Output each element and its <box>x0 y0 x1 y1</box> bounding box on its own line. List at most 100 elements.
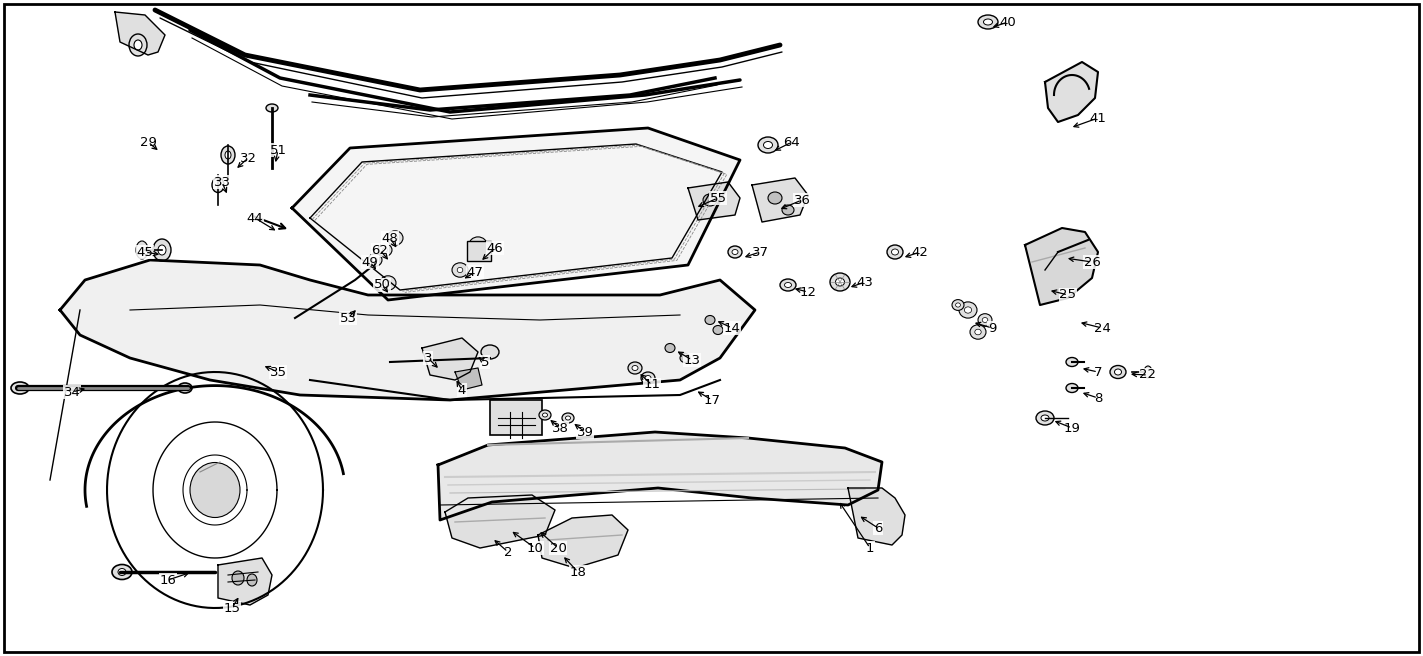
Ellipse shape <box>191 462 240 518</box>
Ellipse shape <box>1110 365 1126 379</box>
Ellipse shape <box>481 345 499 359</box>
Ellipse shape <box>1066 384 1079 392</box>
Text: 47: 47 <box>467 266 484 279</box>
Text: 26: 26 <box>1083 255 1100 268</box>
Ellipse shape <box>373 258 377 262</box>
Polygon shape <box>455 368 482 390</box>
Ellipse shape <box>729 246 741 258</box>
Text: 44: 44 <box>246 211 263 224</box>
Text: 38: 38 <box>552 422 568 434</box>
Text: 7: 7 <box>1094 365 1103 379</box>
Ellipse shape <box>221 146 235 164</box>
Text: 3: 3 <box>424 352 433 365</box>
Ellipse shape <box>112 565 132 579</box>
Ellipse shape <box>212 178 223 192</box>
Ellipse shape <box>1042 415 1049 421</box>
Ellipse shape <box>640 372 655 384</box>
Text: 20: 20 <box>549 541 566 554</box>
Ellipse shape <box>178 383 192 393</box>
Ellipse shape <box>565 416 571 420</box>
Text: 29: 29 <box>139 136 157 148</box>
Polygon shape <box>445 495 555 548</box>
Text: 2: 2 <box>504 546 512 558</box>
Ellipse shape <box>835 278 844 286</box>
FancyBboxPatch shape <box>467 241 491 261</box>
Ellipse shape <box>680 354 690 363</box>
Ellipse shape <box>154 239 171 261</box>
Ellipse shape <box>386 280 391 285</box>
Ellipse shape <box>704 316 714 325</box>
Ellipse shape <box>891 249 898 255</box>
Text: 19: 19 <box>1063 422 1080 434</box>
Text: 15: 15 <box>223 602 240 615</box>
Ellipse shape <box>982 318 988 323</box>
Ellipse shape <box>11 382 28 394</box>
Polygon shape <box>60 260 756 400</box>
Text: 34: 34 <box>64 386 81 398</box>
Text: 46: 46 <box>487 241 504 255</box>
Text: 12: 12 <box>800 285 817 298</box>
Polygon shape <box>538 515 628 568</box>
Ellipse shape <box>628 362 642 374</box>
Text: 11: 11 <box>643 379 660 392</box>
Polygon shape <box>751 178 808 222</box>
Text: 42: 42 <box>912 245 928 258</box>
Ellipse shape <box>784 283 791 287</box>
Ellipse shape <box>369 254 381 266</box>
Text: 49: 49 <box>361 255 379 268</box>
Text: 37: 37 <box>751 245 768 258</box>
Ellipse shape <box>118 569 127 575</box>
Text: 14: 14 <box>723 321 740 335</box>
Ellipse shape <box>780 279 795 291</box>
Text: 5: 5 <box>481 356 490 369</box>
Ellipse shape <box>266 104 277 112</box>
Ellipse shape <box>383 248 387 253</box>
Polygon shape <box>1025 228 1099 305</box>
Ellipse shape <box>225 151 231 159</box>
Ellipse shape <box>887 245 904 259</box>
Text: 39: 39 <box>576 426 593 438</box>
Ellipse shape <box>959 302 978 318</box>
Ellipse shape <box>975 329 982 335</box>
Ellipse shape <box>645 375 650 380</box>
Ellipse shape <box>158 245 166 255</box>
Polygon shape <box>115 12 165 55</box>
Text: 51: 51 <box>269 144 286 157</box>
Polygon shape <box>1044 62 1099 122</box>
Ellipse shape <box>475 242 481 248</box>
Text: 36: 36 <box>794 194 811 207</box>
Ellipse shape <box>731 249 739 255</box>
FancyBboxPatch shape <box>490 400 542 435</box>
Ellipse shape <box>137 241 148 259</box>
Text: 16: 16 <box>159 573 176 586</box>
Ellipse shape <box>768 192 783 204</box>
Text: 43: 43 <box>857 276 874 289</box>
Text: 55: 55 <box>710 192 727 205</box>
Text: 22: 22 <box>1140 369 1157 382</box>
Ellipse shape <box>457 268 462 273</box>
Polygon shape <box>292 128 740 300</box>
Ellipse shape <box>978 15 998 29</box>
Polygon shape <box>438 432 882 520</box>
Ellipse shape <box>952 300 963 310</box>
Polygon shape <box>423 338 478 380</box>
Ellipse shape <box>129 34 147 56</box>
Ellipse shape <box>764 142 773 148</box>
Ellipse shape <box>970 325 986 339</box>
Ellipse shape <box>965 307 972 313</box>
Ellipse shape <box>983 19 992 25</box>
Ellipse shape <box>379 243 391 256</box>
Ellipse shape <box>562 413 573 423</box>
Ellipse shape <box>703 194 717 206</box>
Text: 25: 25 <box>1060 289 1077 302</box>
Ellipse shape <box>783 205 794 215</box>
Text: 13: 13 <box>683 354 700 367</box>
Polygon shape <box>218 558 272 605</box>
Text: 9: 9 <box>988 321 996 335</box>
Text: 1: 1 <box>865 541 874 554</box>
Ellipse shape <box>134 40 142 50</box>
Polygon shape <box>687 182 740 220</box>
Ellipse shape <box>830 273 850 291</box>
Ellipse shape <box>232 571 243 585</box>
Ellipse shape <box>1144 366 1153 378</box>
